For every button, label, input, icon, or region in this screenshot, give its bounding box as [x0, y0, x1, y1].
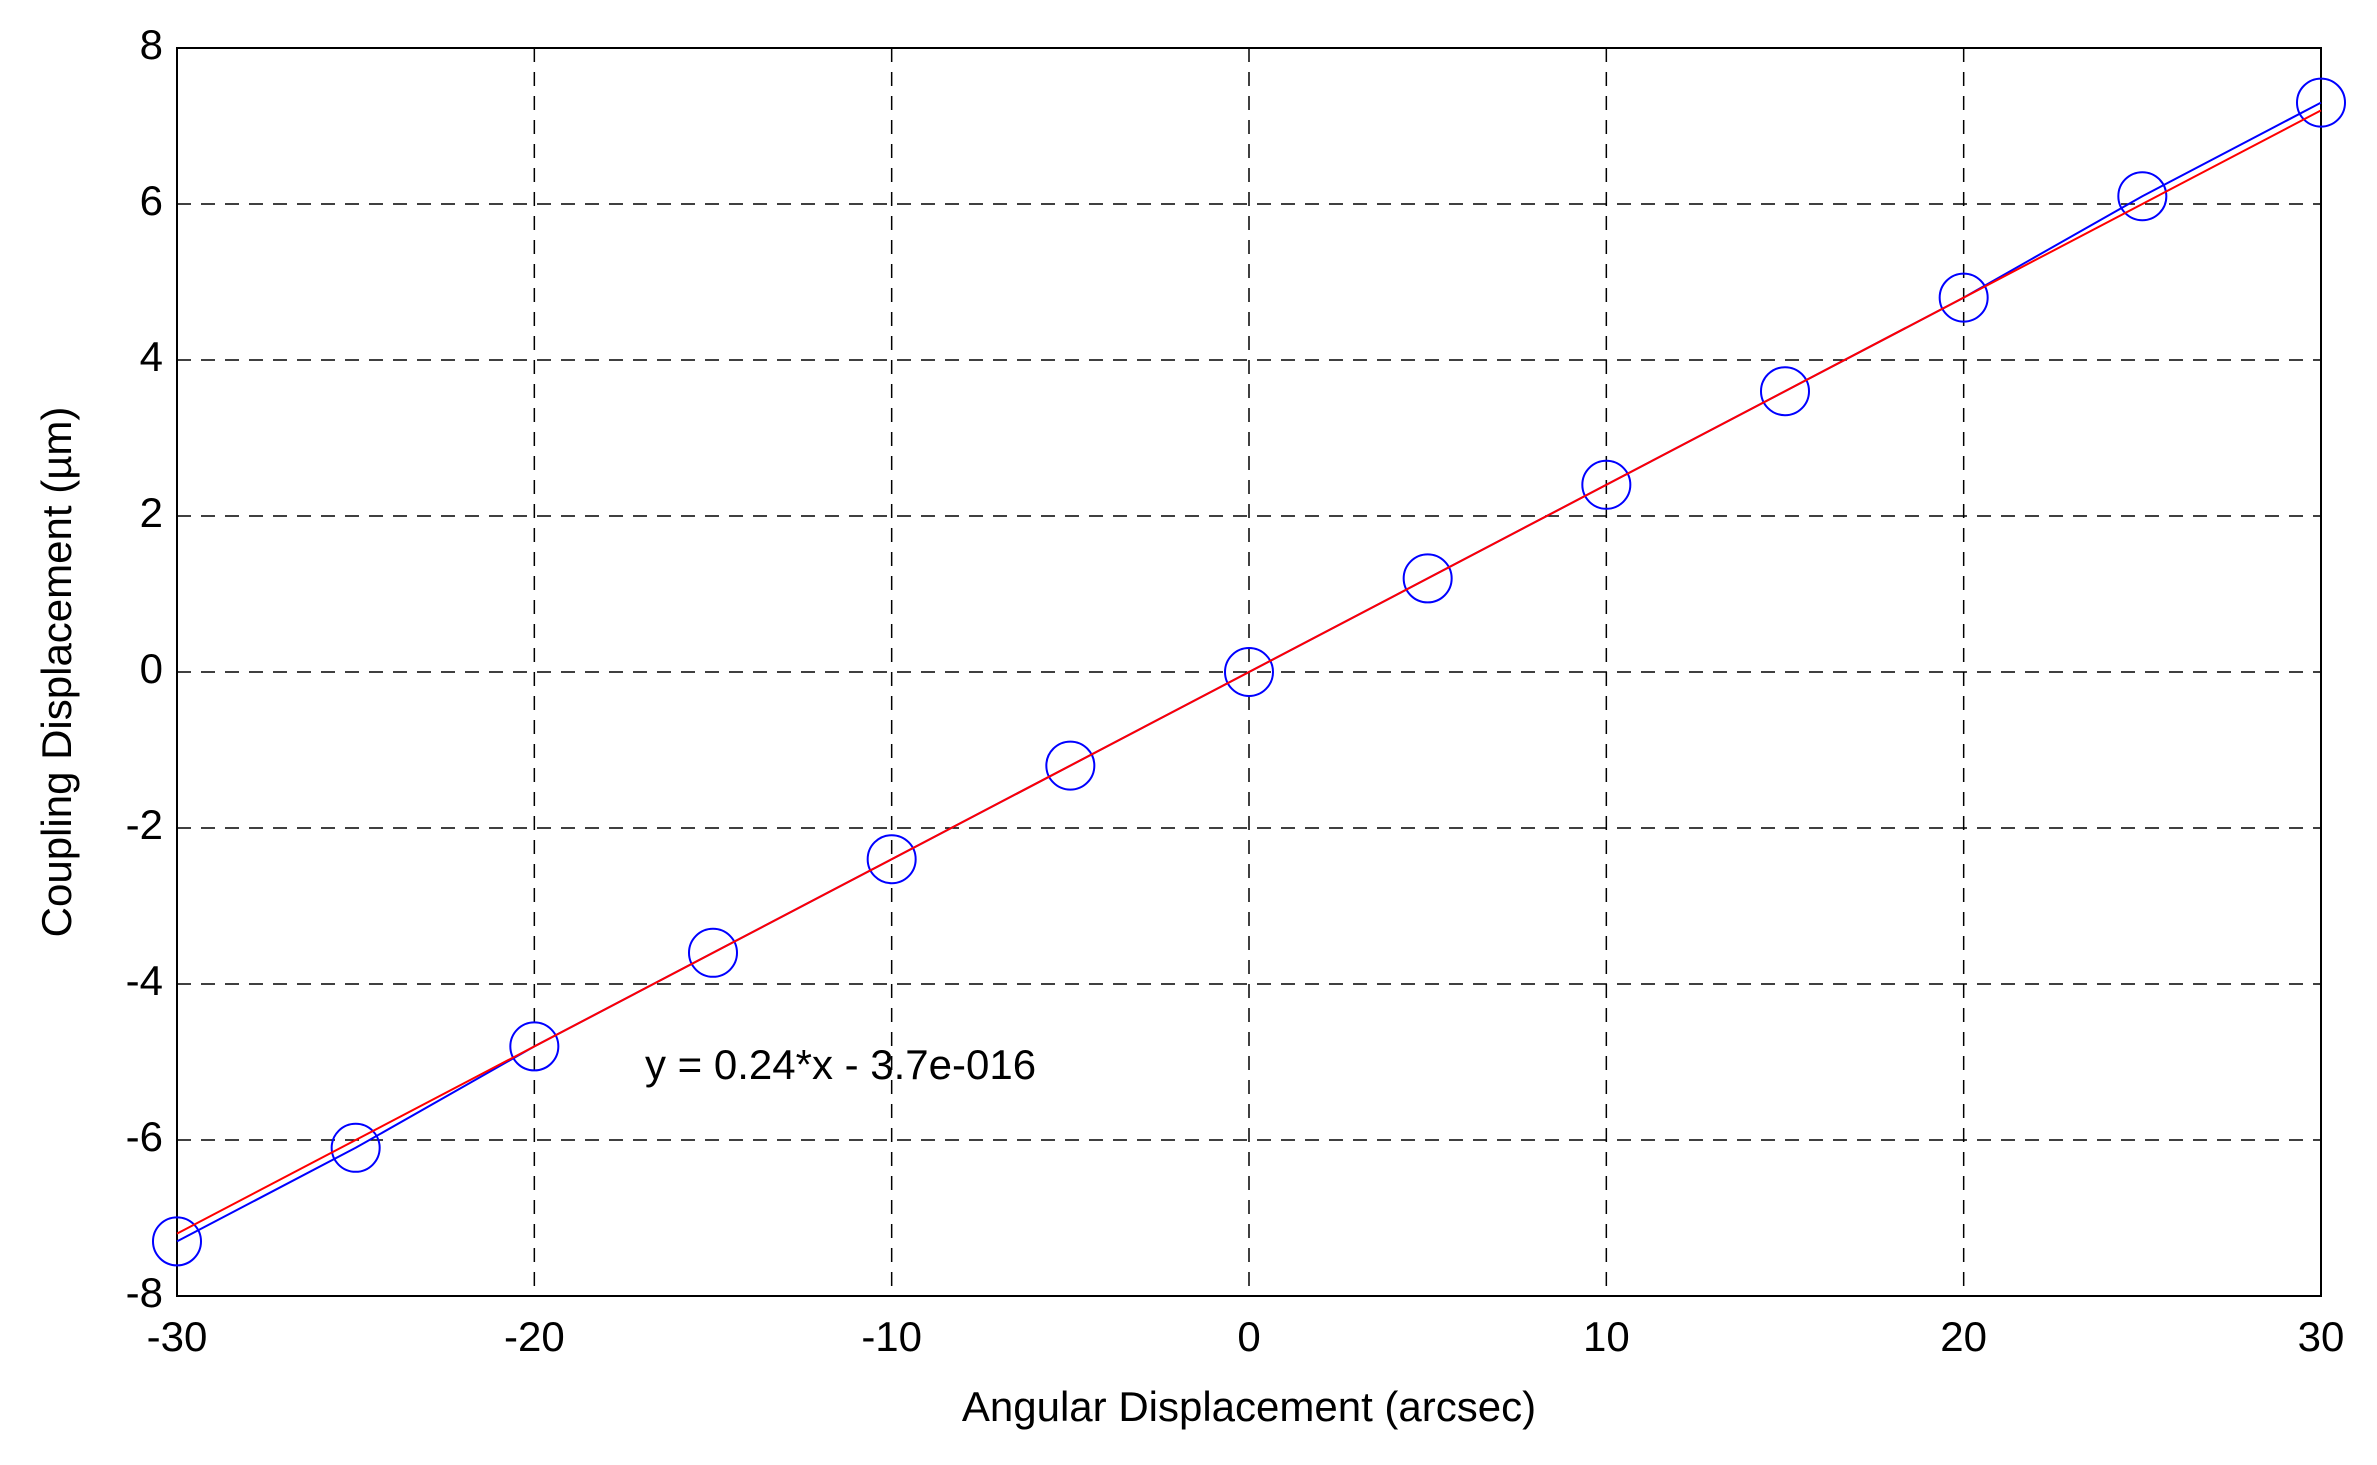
y-tick-label: 2	[140, 489, 163, 536]
data-point	[688, 927, 738, 978]
data-point	[509, 1021, 560, 1072]
data-point	[1402, 553, 1453, 604]
y-tick-label: -8	[126, 1269, 163, 1316]
data-point	[1581, 459, 1632, 510]
data-point	[1760, 366, 1810, 417]
y-tick-label: 6	[140, 177, 163, 224]
x-tick-label: 20	[1940, 1313, 1987, 1360]
data-point	[2296, 77, 2346, 128]
data-point	[152, 1216, 202, 1267]
annotation: y = 0.24*x - 3.7e-016	[645, 1041, 1036, 1088]
data-point	[330, 1122, 381, 1173]
data-point	[2117, 171, 2168, 222]
x-tick-label: -30	[147, 1313, 208, 1360]
x-tick-label: -20	[504, 1313, 565, 1360]
x-tick-label: -10	[861, 1313, 922, 1360]
x-tick-label: 30	[2298, 1313, 2345, 1360]
y-tick-label: -2	[126, 801, 163, 848]
y-tick-label: 4	[140, 333, 163, 380]
data-point	[866, 834, 917, 885]
data-point	[1938, 272, 1989, 323]
data-point	[1224, 647, 1274, 697]
y-tick-label: 0	[140, 645, 163, 692]
y-tick-label: -4	[126, 957, 163, 1004]
data-point	[1045, 740, 1096, 791]
x-axis-label: Angular Displacement (arcsec)	[962, 1383, 1536, 1430]
x-tick-label: 10	[1583, 1313, 1630, 1360]
y-tick-label: 8	[140, 21, 163, 68]
series-line	[176, 109, 2322, 1235]
y-tick-label: -6	[126, 1113, 163, 1160]
plot-frame	[176, 47, 2322, 1297]
x-tick-label: 0	[1237, 1313, 1260, 1360]
y-axis-label: Coupling Displacement (µm)	[33, 407, 80, 938]
